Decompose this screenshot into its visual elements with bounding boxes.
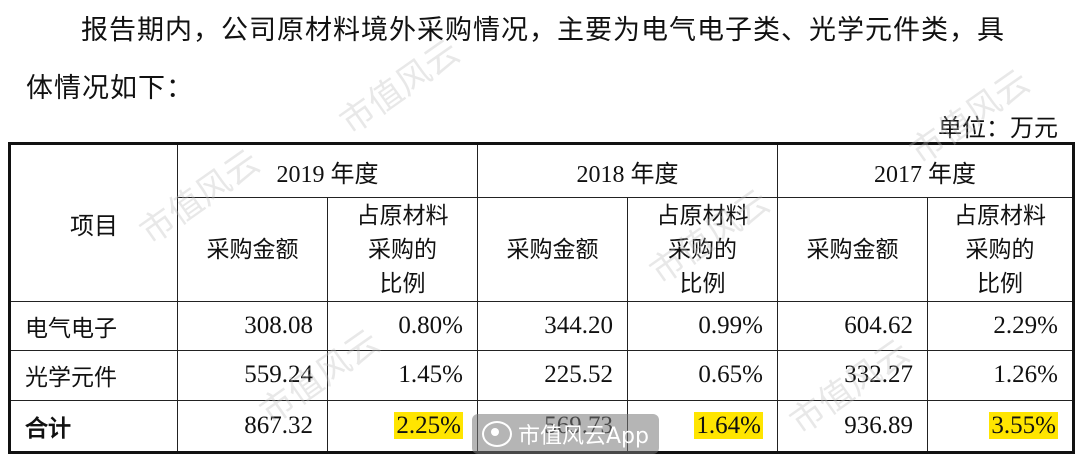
year-2018-header: 2018 年度 [477, 142, 778, 199]
amount-cell: 225.52 [477, 350, 628, 401]
watermark-badge: 市值风云App [472, 414, 659, 454]
table-row: 光学元件 559.24 1.45% 225.52 0.65% 332.27 1.… [9, 350, 1074, 401]
year-2019-header: 2019 年度 [177, 142, 478, 199]
ratio-cell: 1.45% [327, 350, 478, 401]
amount-header: 采购金额 [177, 197, 328, 302]
ratio-cell: 0.99% [627, 300, 778, 352]
amount-cell: 332.27 [777, 350, 928, 401]
total-amount-cell: 936.89 [777, 399, 928, 454]
paragraph-line-2: 体情况如下： [26, 73, 194, 104]
ratio-header: 占原材料 采购的 比例 [327, 197, 478, 302]
sub-header-row: 采购金额 占原材料 采购的 比例 采购金额 占原材料 采购的 比例 采购金额 占原材料采… [10, 197, 1074, 302]
purchase-table: 项目 2019 年度 2018 年度 2017 年度 采购金额 占原材料 采购的比… [8, 142, 1075, 454]
year-header-row: 项目 2019 年度 2018 年度 2017 年度 [9, 142, 1074, 302]
highlighted-value: 1.64% [694, 411, 763, 439]
unit-label: 单位：万元 [938, 114, 1058, 142]
table-row: 电气电子 308.08 0.80% 344.20 0.99% 604.62 2.… [9, 300, 1074, 352]
ratio-cell: 1.26% [927, 350, 1074, 401]
amount-cell: 308.08 [177, 300, 328, 352]
highlighted-value: 2.25% [394, 411, 463, 439]
amount-header: 采购金额 [777, 197, 928, 302]
ratio-cell: 2.29% [927, 300, 1074, 352]
ratio-header: 占原材料 采购的 比例 [927, 197, 1074, 302]
total-ratio-cell: 3.55% [927, 399, 1074, 454]
item-header: 项目 [9, 143, 178, 302]
total-row: 合计 867.32 2.25% 569.73 1.64% 936.89 3.55… [9, 399, 1074, 454]
amount-cell: 344.20 [477, 300, 628, 352]
amount-cell: 604.62 [777, 300, 928, 352]
amount-cell: 559.24 [177, 350, 328, 401]
paragraph-line-1: 报告期内，公司原材料境外采购情况，主要为电气电子类、光学元件类，具 [81, 15, 1005, 46]
row-item-label: 光学元件 [9, 350, 178, 401]
total-label: 合计 [9, 399, 178, 454]
intro-paragraph: 报告期内，公司原材料境外采购情况，主要为电气电子类、光学元件类，具 体情况如下： [26, 2, 1066, 118]
highlighted-value: 3.55% [989, 411, 1058, 439]
year-2017-header: 2017 年度 [777, 142, 1074, 199]
ratio-header: 占原材料 采购的 比例 [627, 197, 778, 302]
row-item-label: 电气电子 [9, 300, 178, 352]
weibo-logo-icon [482, 421, 512, 447]
total-ratio-cell: 2.25% [327, 399, 478, 454]
total-amount-cell: 867.32 [177, 399, 328, 454]
amount-header: 采购金额 [477, 197, 628, 302]
watermark-badge-text: 市值风云App [518, 424, 649, 449]
ratio-cell: 0.80% [327, 300, 478, 352]
ratio-cell: 0.65% [627, 350, 778, 401]
